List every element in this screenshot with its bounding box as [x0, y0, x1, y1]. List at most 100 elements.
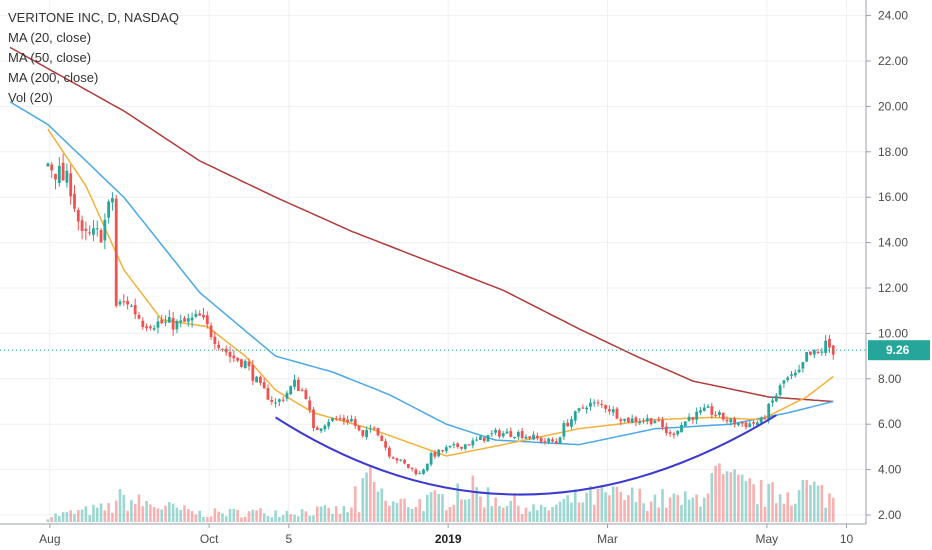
candle-body	[676, 430, 680, 435]
volume-bar	[164, 505, 167, 522]
volume-bar	[175, 507, 179, 522]
volume-bar	[608, 495, 611, 522]
volume-bar	[676, 495, 679, 522]
candle-body	[228, 351, 232, 357]
volume-bar	[433, 490, 437, 522]
volume-bar	[308, 515, 312, 522]
candle-body	[543, 440, 547, 442]
volume-bar	[130, 500, 133, 522]
volume-bar	[486, 487, 490, 522]
volume-bar	[714, 465, 717, 522]
cup-arc-drawing	[275, 414, 777, 496]
candle-body	[482, 437, 486, 441]
volume-bar	[805, 479, 808, 522]
volume-bar	[653, 494, 657, 522]
candle-body	[441, 450, 444, 452]
candle-body	[243, 360, 247, 368]
volume-bar	[809, 485, 812, 522]
candle-body	[84, 228, 88, 231]
candle-body	[152, 328, 156, 330]
candle-body	[497, 430, 501, 437]
volume-bar	[213, 508, 217, 522]
candle-body	[190, 317, 194, 321]
volume-bar	[399, 498, 403, 522]
volume-bar	[319, 506, 323, 522]
candle-body	[403, 460, 406, 464]
volume-bar	[73, 513, 76, 522]
volume-bar	[634, 502, 638, 522]
candle-body	[460, 446, 463, 449]
candle-body	[767, 403, 771, 420]
indicator-volume[interactable]: Vol (20)	[8, 90, 53, 105]
candle-body	[634, 417, 638, 422]
candle-body	[277, 399, 281, 402]
candle-body	[99, 230, 103, 243]
candle-body	[410, 467, 414, 469]
volume-bar	[441, 494, 444, 522]
indicator-ma200[interactable]: MA (200, close)	[8, 70, 99, 85]
candle-body	[547, 438, 551, 443]
candle-body	[797, 369, 801, 373]
ma50-path	[9, 101, 834, 446]
volume-bar	[114, 500, 118, 522]
candle-body	[384, 441, 387, 448]
volume-bar	[346, 512, 349, 522]
volume-bar	[828, 493, 831, 522]
volume-bar	[786, 492, 790, 522]
candle-body	[391, 457, 395, 459]
candle-body	[600, 404, 604, 406]
indicator-ma20[interactable]: MA (20, close)	[8, 30, 92, 45]
candle-body	[611, 409, 615, 413]
volume-bar	[262, 513, 266, 522]
volume-bar	[342, 505, 346, 522]
volume-bar	[630, 487, 634, 522]
volume-bar	[240, 517, 243, 522]
candle-body	[285, 392, 289, 399]
volume-bar	[570, 502, 573, 522]
price-tick-label: 24.00	[878, 9, 908, 23]
candle-body	[293, 379, 296, 387]
volume-bar	[137, 494, 141, 522]
volume-bar	[672, 493, 676, 522]
candle-body	[327, 421, 331, 427]
candle-body	[213, 336, 217, 344]
candle-body	[687, 416, 691, 421]
candle-body	[490, 433, 494, 435]
candle-body	[399, 459, 403, 461]
candle-body	[251, 364, 255, 381]
candle-body	[448, 445, 452, 448]
volume-bar	[702, 497, 706, 522]
volume-bar	[471, 475, 475, 522]
candle-body	[65, 170, 69, 183]
volume-bar	[232, 508, 236, 522]
volume-bar	[236, 510, 239, 522]
volume-bar	[99, 503, 103, 522]
volume-bar	[65, 512, 69, 522]
candle-body	[266, 388, 270, 400]
price-tick-label: 10.00	[878, 326, 908, 340]
volume-bar	[350, 507, 353, 522]
candle-body	[103, 219, 107, 241]
volume-bar	[274, 510, 277, 522]
volume-bar	[190, 511, 194, 522]
indicator-ma50[interactable]: MA (50, close)	[8, 50, 92, 65]
time-tick-label: 2019	[435, 532, 462, 546]
volume-bar	[699, 506, 702, 522]
volume-bar	[50, 517, 54, 522]
time-axis[interactable]: Aug Oct 5 2019 Mar May 10	[0, 523, 866, 550]
candle-body	[395, 458, 399, 461]
candle-body	[186, 318, 190, 322]
candle-body	[334, 418, 338, 420]
candle-body	[581, 407, 585, 409]
volume-bar	[152, 507, 156, 522]
price-axis[interactable]: 2.00 4.00 6.00 8.00 10.00 12.00 14.00 16.00 18.0…	[865, 0, 932, 550]
volume-bar	[92, 504, 95, 522]
candle-body	[778, 385, 782, 395]
volume-bar	[494, 497, 497, 522]
candle-body	[137, 315, 141, 319]
chart-title[interactable]: VERITONE INC, D, NASDAQ	[8, 10, 179, 25]
ma200-path	[9, 46, 834, 403]
candle-body	[577, 408, 581, 411]
